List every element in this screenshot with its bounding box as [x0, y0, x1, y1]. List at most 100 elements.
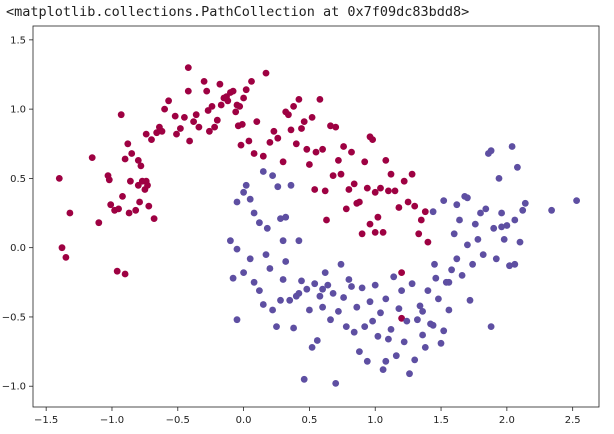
scatter-point-series-1 — [350, 328, 358, 336]
scatter-point-series-1 — [403, 317, 411, 325]
scatter-point-series-1 — [487, 147, 495, 155]
scatter-point-series-0 — [195, 123, 203, 131]
scatter-point-series-1 — [259, 301, 267, 308]
scatter-point-series-1 — [340, 294, 347, 301]
scatter-point-series-0 — [224, 97, 232, 105]
scatter-point-series-1 — [432, 274, 440, 282]
scatter-point-series-0 — [398, 269, 405, 276]
scatter-point-series-1 — [411, 356, 419, 364]
scatter-point-series-1 — [437, 339, 445, 347]
scatter-point-series-1 — [374, 332, 382, 340]
scatter-point-series-1 — [453, 201, 461, 209]
scatter-point-series-0 — [316, 96, 324, 103]
points-layer — [55, 64, 580, 387]
x-tick-label: −1.5 — [34, 415, 58, 426]
scatter-point-series-1 — [327, 316, 334, 324]
scatter-point-series-0 — [119, 193, 126, 200]
scatter-point-series-0 — [327, 122, 334, 130]
scatter-point-series-1 — [400, 338, 408, 346]
scatter-point-series-1 — [250, 209, 258, 217]
scatter-point-series-0 — [415, 230, 423, 238]
scatter-point-series-1 — [498, 209, 505, 217]
scatter-point-series-0 — [287, 126, 295, 134]
y-tick-label: 0.5 — [10, 174, 26, 185]
scatter-point-series-0 — [144, 181, 151, 189]
scatter-point-series-1 — [298, 277, 305, 285]
scatter-point-series-1 — [503, 222, 511, 229]
scatter-point-series-0 — [236, 103, 244, 110]
scatter-point-series-0 — [342, 205, 350, 213]
scatter-point-series-0 — [121, 155, 129, 163]
scatter-point-series-0 — [395, 204, 403, 211]
plot-frame — [32, 25, 600, 408]
scatter-point-series-1 — [290, 324, 297, 332]
scatter-point-series-1 — [286, 296, 294, 304]
scatter-point-series-0 — [229, 87, 237, 95]
scatter-point-series-1 — [246, 255, 254, 263]
scatter-point-series-1 — [366, 298, 374, 306]
scatter-point-series-1 — [321, 269, 329, 276]
scatter-point-series-0 — [173, 130, 180, 138]
scatter-point-series-1 — [521, 199, 529, 207]
scatter-point-series-1 — [464, 194, 471, 202]
scatter-point-series-1 — [385, 335, 392, 343]
scatter-point-series-0 — [248, 78, 255, 85]
scatter-point-series-1 — [363, 357, 371, 365]
scatter-point-series-1 — [259, 168, 267, 175]
scatter-point-series-1 — [282, 213, 290, 221]
scatter-point-series-1 — [474, 236, 482, 243]
scatter-point-series-0 — [208, 103, 216, 110]
scatter-point-series-1 — [324, 281, 332, 289]
scatter-point-series-1 — [421, 344, 429, 351]
scatter-point-series-1 — [440, 327, 448, 335]
scatter-point-series-1 — [303, 285, 311, 293]
scatter-point-series-0 — [200, 78, 208, 85]
scatter-point-series-0 — [371, 229, 379, 236]
scatter-point-series-1 — [295, 290, 303, 297]
scatter-point-series-0 — [217, 101, 225, 109]
scatter-point-series-0 — [274, 134, 282, 142]
scatter-point-series-0 — [184, 64, 192, 71]
scatter-point-series-0 — [411, 202, 419, 210]
y-tick-label: −1.0 — [2, 382, 26, 393]
scatter-point-series-1 — [266, 265, 274, 272]
cell-output-text: <matplotlib.collections.PathCollection a… — [6, 4, 470, 20]
scatter-point-series-1 — [416, 302, 424, 310]
scatter-point-series-1 — [377, 309, 384, 317]
scatter-point-series-1 — [371, 281, 379, 289]
scatter-point-series-0 — [238, 121, 246, 128]
scatter-point-series-0 — [363, 184, 371, 192]
scatter-point-series-1 — [519, 206, 527, 214]
y-axis: −1.0 −0.5 0.0 0.5 1.0 1.5 — [2, 35, 33, 393]
scatter-point-series-1 — [492, 255, 500, 263]
scatter-point-series-1 — [337, 260, 345, 268]
scatter-point-series-1 — [490, 224, 498, 232]
scatter-point-series-1 — [361, 323, 369, 330]
scatter-point-series-1 — [511, 216, 519, 224]
scatter-point-series-0 — [337, 170, 345, 178]
scatter-point-series-1 — [445, 278, 453, 286]
x-tick-label: 1.5 — [433, 415, 449, 426]
scatter-point-series-1 — [332, 380, 340, 387]
scatter-point-series-0 — [136, 198, 144, 206]
scatter-point-series-1 — [382, 357, 390, 365]
scatter-point-series-0 — [400, 177, 408, 185]
x-tick-label: 0.0 — [236, 415, 252, 426]
scatter-point-series-0 — [374, 213, 382, 221]
scatter-point-series-1 — [229, 274, 237, 282]
scatter-point-series-0 — [285, 111, 292, 119]
scatter-point-series-1 — [269, 306, 276, 314]
scatter-point-series-0 — [115, 205, 122, 213]
scatter-point-series-1 — [277, 215, 284, 223]
scatter-point-series-0 — [145, 202, 153, 210]
scatter-point-series-1 — [429, 321, 437, 329]
scatter-point-series-0 — [242, 86, 250, 94]
scatter-point-series-0 — [250, 150, 258, 157]
scatter-point-series-0 — [211, 123, 219, 131]
scatter-point-series-1 — [435, 295, 442, 303]
scatter-point-series-1 — [329, 290, 337, 297]
scatter-point-series-0 — [398, 314, 405, 322]
scatter-point-series-1 — [469, 260, 476, 268]
scatter-point-series-0 — [128, 150, 136, 157]
scatter-point-series-1 — [240, 269, 248, 276]
